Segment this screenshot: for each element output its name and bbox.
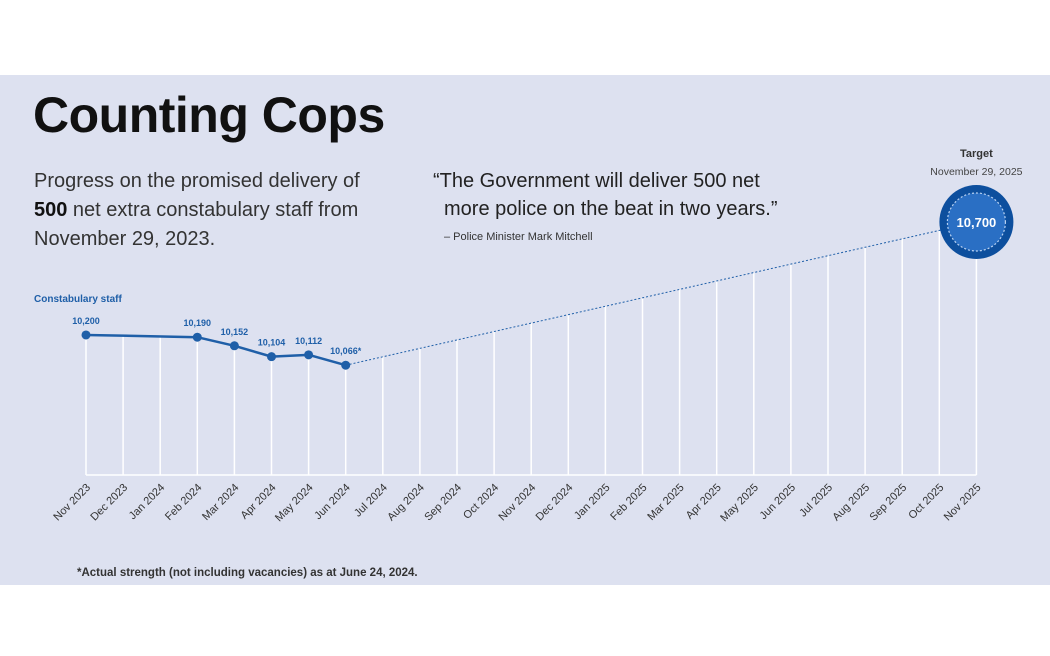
tick-label-14: Jan 2025 (572, 482, 612, 522)
target-date: November 29, 2025 (930, 166, 1022, 178)
tick-label-2: Jan 2024 (127, 482, 167, 522)
data-label-5: 10,104 (258, 338, 286, 348)
tick-label-23: Oct 2025 (906, 482, 946, 522)
tick-label-0: Nov 2023 (51, 482, 93, 524)
subtitle-text-start: Progress on the promised delivery of (34, 170, 360, 192)
data-point-6 (304, 350, 314, 360)
data-point-0 (81, 330, 91, 340)
data-point-3 (192, 332, 202, 342)
data-label-3: 10,190 (184, 318, 212, 328)
chart-title: Counting Cops (33, 87, 385, 143)
tick-label-20: Jul 2025 (797, 482, 835, 520)
chart-panel (0, 75, 1050, 585)
gridlines (85, 222, 978, 476)
target-inner-circle (946, 192, 1007, 252)
data-point-5 (267, 352, 276, 362)
quote-line-2: more police on the beat in two years.” (444, 198, 778, 220)
projection-line (345, 229, 943, 366)
tick-label-3: Feb 2024 (163, 482, 204, 523)
tick-label-13: Dec 2024 (534, 482, 576, 524)
chart-subtitle: Progress on the promised delivery of 500… (34, 167, 394, 254)
data-point-4 (229, 341, 239, 351)
data-label-4: 10,152 (221, 327, 249, 337)
tick-label-22: Sep 2025 (868, 482, 910, 524)
data-label-0: 10,200 (72, 316, 100, 326)
tick-label-18: May 2025 (718, 482, 761, 525)
data-label-6: 10,112 (295, 336, 322, 346)
tick-label-4: Mar 2024 (200, 482, 241, 523)
tick-label-7: Jun 2024 (312, 482, 352, 522)
tick-label-1: Dec 2023 (88, 482, 130, 524)
footnote: *Actual strength (not including vacancie… (77, 567, 418, 579)
tick-label-16: Mar 2025 (645, 482, 686, 523)
tick-label-19: Jun 2025 (758, 482, 798, 522)
quote-line-1: “The Government will deliver 500 net (433, 170, 760, 192)
tick-label-12: Nov 2024 (497, 482, 539, 524)
data-points: 10,200 10,190 10,152 10,104 10,112 10,066* (72, 316, 362, 370)
tick-label-10: Sep 2024 (422, 482, 464, 524)
subtitle-text-end: net extra constabulary staff from Novemb… (34, 199, 359, 250)
tick-label-15: Feb 2025 (608, 482, 649, 523)
target-title: Target (960, 148, 993, 160)
projection-line-group (345, 229, 943, 366)
target-value: 10,700 (957, 215, 997, 230)
tick-label-11: Oct 2024 (461, 482, 501, 522)
series-line (85, 333, 347, 367)
tick-label-21: Aug 2025 (830, 482, 872, 524)
quote-attribution: – Police Minister Mark Mitchell (444, 231, 593, 243)
tick-label-6: May 2024 (273, 482, 316, 525)
target-marker: Target November 29, 2025 10,700 (930, 148, 1023, 259)
tick-label-8: Jul 2024 (352, 482, 390, 520)
subtitle-highlight-number: 500 (34, 199, 68, 221)
series-line-group (85, 333, 347, 367)
minister-quote: “The Government will deliver 500 net mor… (433, 167, 853, 223)
data-point-7 (341, 360, 351, 370)
series-label: Constabulary staff (34, 294, 122, 305)
tick-label-24: Nov 2025 (942, 482, 984, 524)
tick-label-9: Aug 2024 (385, 482, 427, 524)
data-label-7: 10,066* (330, 346, 362, 356)
